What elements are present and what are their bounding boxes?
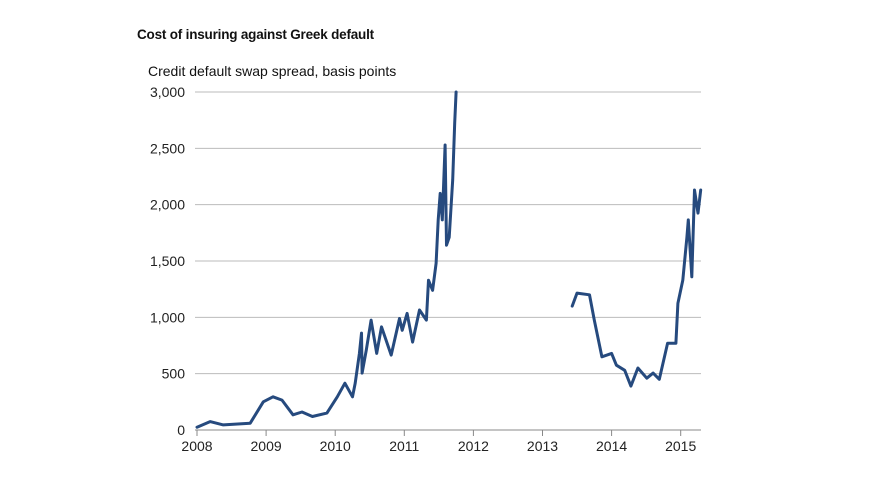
y-tick-label: 1,000: [150, 309, 185, 325]
x-tick-label: 2010: [320, 438, 351, 454]
y-axis-label: Credit default swap spread, basis points: [148, 63, 397, 79]
y-tick-label: 0: [177, 422, 185, 438]
x-tick-label: 2015: [665, 438, 696, 454]
y-tick-label: 3,000: [150, 84, 185, 100]
series-line: [570, 188, 703, 388]
series-line: [195, 90, 458, 429]
x-tick-label: 2009: [251, 438, 282, 454]
x-tick-label: 2014: [596, 438, 627, 454]
y-tick-label: 500: [162, 366, 186, 382]
y-tick-label: 2,500: [150, 140, 185, 156]
chart-title: Cost of insuring against Greek default: [137, 27, 374, 42]
x-tick-label: 2013: [527, 438, 558, 454]
x-tick-label: 2012: [458, 438, 489, 454]
x-tick-label: 2011: [389, 438, 419, 454]
x-tick-label: 2008: [181, 438, 212, 454]
y-tick-label: 2,000: [150, 197, 185, 213]
y-tick-label: 1,500: [150, 253, 185, 269]
